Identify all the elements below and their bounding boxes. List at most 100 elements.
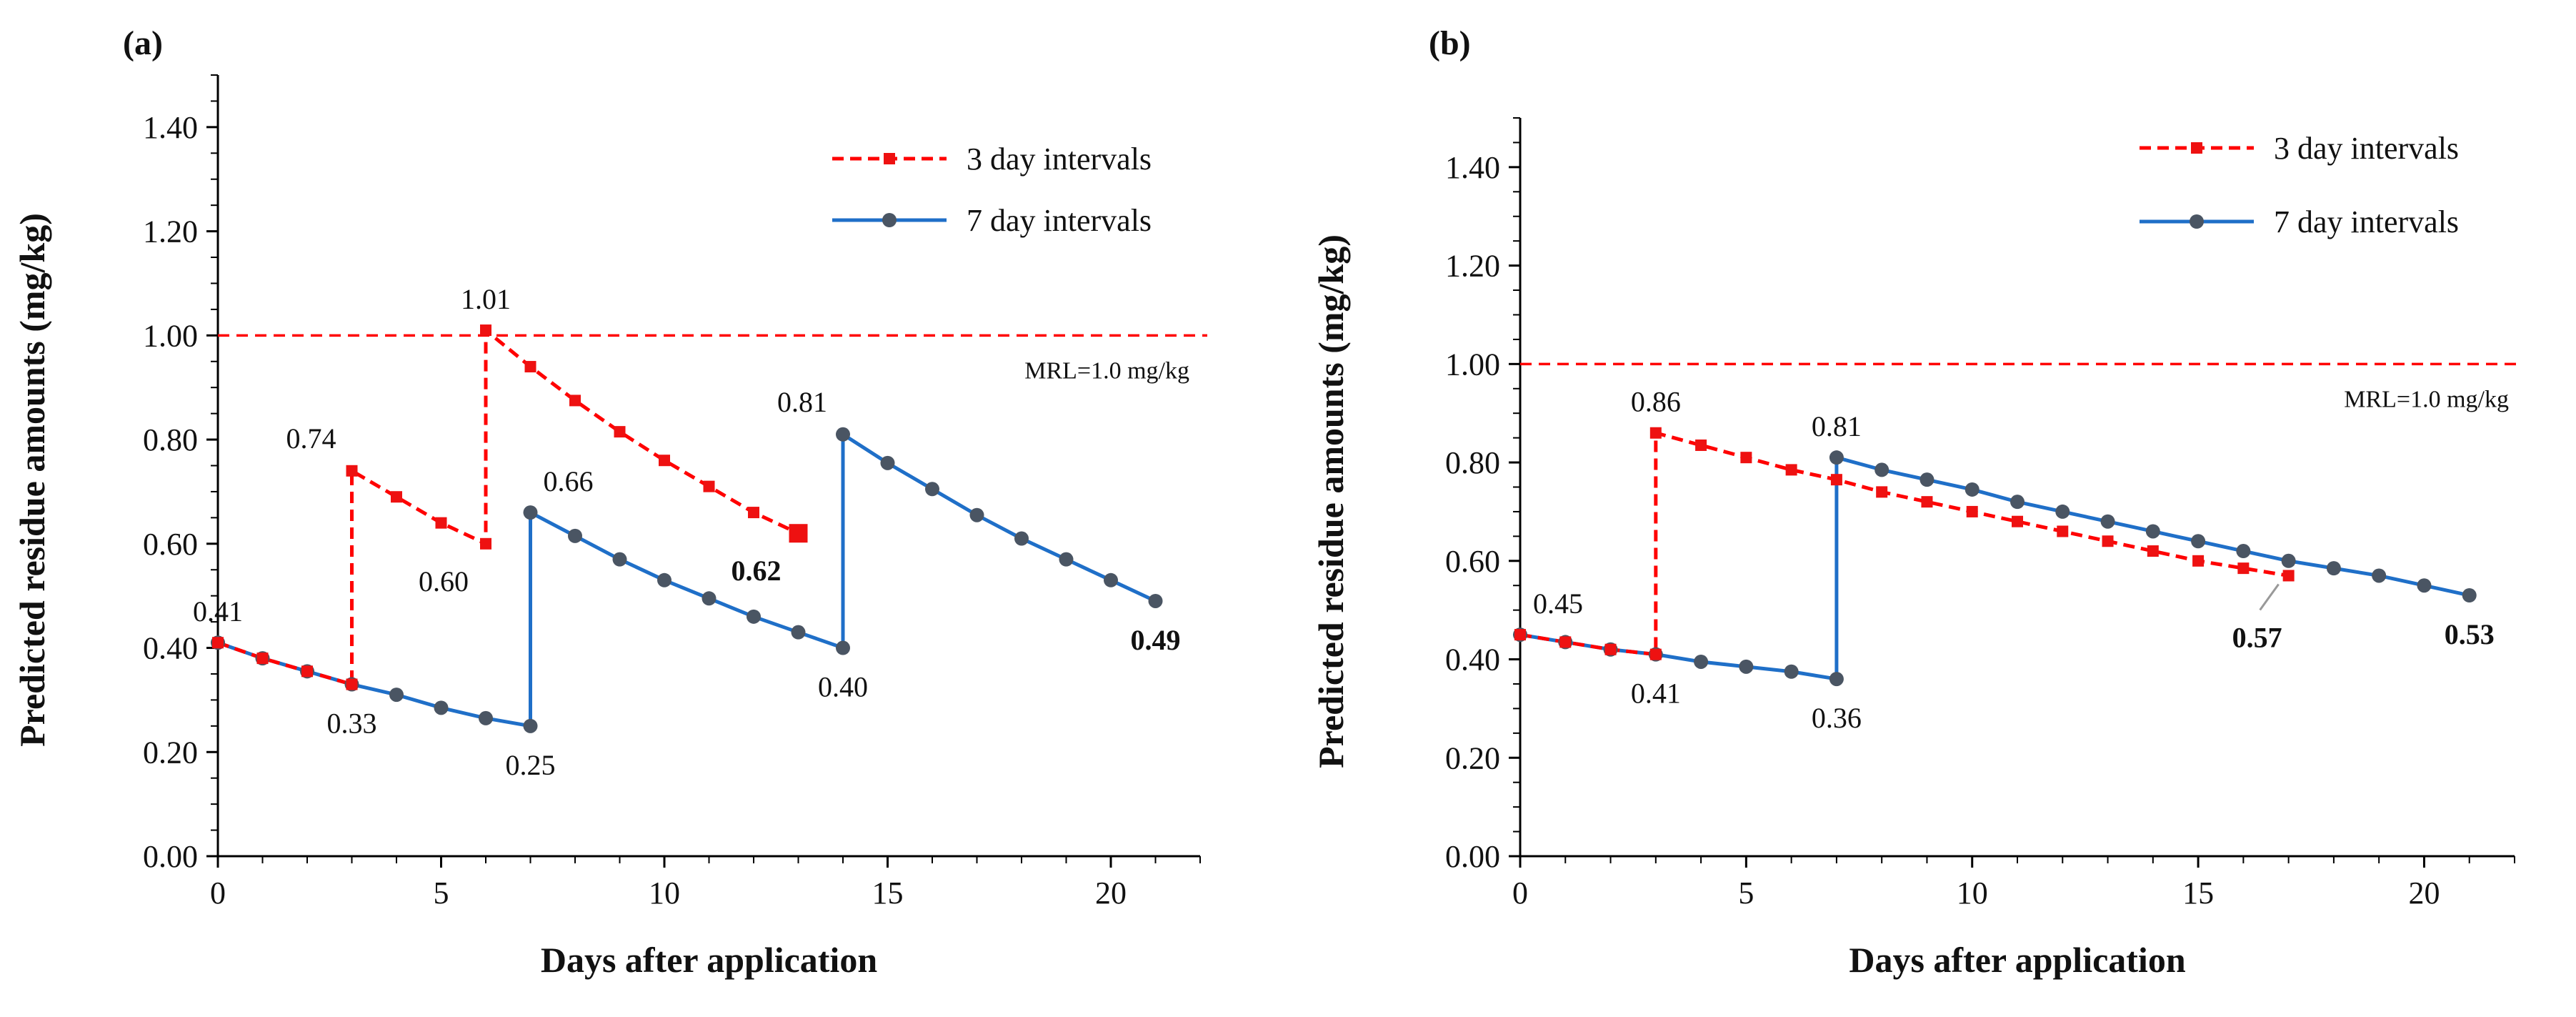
x-tick-label: 20: [2408, 875, 2440, 911]
panel-b: (b) 0 5 10 15 20 0.00 0.20 0.40 0.60 0.80 1.00 1.20…: [1311, 24, 2522, 980]
legend-swatch-marker: [884, 153, 895, 164]
legend-swatch-marker: [2190, 214, 2204, 229]
data-point-7-day: [1829, 672, 1844, 687]
y-tick-label: 1.20: [143, 214, 198, 249]
data-point-3-day: [614, 426, 626, 438]
data-point-3-day: [1740, 452, 1752, 464]
data-point-7-day: [1784, 664, 1799, 679]
legend-item-3-day: 3 day intervals: [2140, 131, 2459, 166]
x-tick-label: 0: [1512, 875, 1528, 911]
legend-item-3-day: 3 day intervals: [832, 142, 1152, 177]
panel-b-label: (b): [1429, 24, 1471, 62]
legend-label: 7 day intervals: [2274, 204, 2459, 239]
x-tick-label: 0: [210, 875, 226, 911]
data-point-7-day: [612, 552, 627, 567]
data-label: 0.81: [777, 386, 827, 418]
legend-label: 3 day intervals: [2274, 131, 2459, 166]
data-label: 0.86: [1631, 386, 1681, 418]
data-label: 0.60: [419, 565, 469, 597]
data-point-7-day: [1014, 531, 1029, 546]
data-point-3-day: [569, 395, 581, 407]
x-axis-title: Days after application: [541, 940, 877, 980]
data-point-3-day: [2147, 545, 2159, 557]
data-point-3-day: [1830, 474, 1842, 486]
data-point-3-day: [346, 678, 358, 690]
data-label: 0.33: [327, 708, 377, 740]
data-point-3-day: [1514, 629, 1526, 641]
legend-item-7-day: 7 day intervals: [2140, 204, 2459, 239]
data-point-7-day: [836, 427, 850, 442]
series-line-3-day: [1519, 431, 2290, 657]
data-point-3-day: [1649, 427, 1662, 439]
data-point-7-day: [2100, 514, 2115, 529]
data-label-leader: [2259, 583, 2280, 611]
data-label: 0.81: [1812, 410, 1862, 442]
data-point-7-day: [1919, 472, 1935, 487]
data-point-7-day: [2191, 534, 2206, 549]
data-label: 0.45: [1533, 587, 1583, 620]
data-point-7-day: [2055, 504, 2070, 519]
series-line-3-day: [217, 328, 799, 687]
data-point-3-day: [2012, 515, 2023, 527]
x-tick-label: 10: [1957, 875, 1988, 911]
y-axis-title: Predicted residue amounts (mg/kg): [12, 213, 52, 747]
legend-label: 3 day intervals: [967, 142, 1152, 177]
data-point-7-day: [2417, 578, 2432, 593]
data-point-7-day: [2145, 524, 2160, 539]
y-tick-label: 1.00: [1445, 347, 1500, 382]
x-tick-label: 20: [1095, 875, 1127, 911]
data-point-7-day: [479, 710, 493, 725]
data-point-7-day: [1965, 482, 1980, 497]
x-tick-label: 15: [2182, 875, 2214, 911]
data-point-7-day: [1104, 572, 1118, 587]
data-point-7-day: [969, 507, 984, 522]
data-label: 0.74: [286, 422, 336, 455]
data-point-7-day: [434, 700, 449, 715]
data-point-3-day: [1559, 636, 1572, 648]
data-point-7-day: [1148, 593, 1163, 608]
data-label: 0.66: [544, 465, 594, 497]
data-point-3-day: [1966, 505, 1978, 517]
y-tick-label: 0.60: [143, 527, 198, 562]
data-point-3-day: [1604, 643, 1617, 655]
data-point-3-day: [480, 537, 491, 550]
panel-a-label: (a): [123, 24, 163, 62]
data-point-7-day: [791, 625, 806, 640]
data-point-3-day: [256, 653, 269, 665]
y-axis-title: Predicted residue amounts (mg/kg): [1311, 234, 1351, 768]
x-tick-label: 15: [872, 875, 904, 911]
data-point-7-day: [925, 482, 939, 497]
data-point-7-day: [2010, 495, 2025, 510]
data-point-3-day: [301, 665, 313, 678]
y-tick-label: 0.20: [1445, 740, 1500, 775]
data-point-3-day: [524, 361, 536, 373]
data-label: 0.41: [193, 595, 243, 627]
data-point-7-day: [1059, 552, 1074, 567]
data-label: 0.57: [2232, 621, 2282, 653]
data-point-7-day: [702, 591, 717, 606]
data-point-3-day: [659, 455, 670, 467]
data-label: 0.40: [818, 671, 868, 703]
data-label: 0.25: [506, 749, 556, 781]
y-tick-label: 0.00: [1445, 839, 1500, 874]
data-point-7-day: [1874, 462, 1889, 477]
data-point-3-day: [212, 637, 224, 649]
data-label: 1.01: [461, 283, 511, 315]
y-tick-label: 0.40: [1445, 643, 1500, 678]
data-point-3-day: [2102, 535, 2114, 547]
y-tick-label: 0.00: [143, 839, 198, 874]
data-point-3-day: [1876, 486, 1888, 498]
data-point-3-day: [480, 324, 491, 337]
data-label: 0.36: [1812, 702, 1862, 734]
data-point-7-day: [2281, 553, 2296, 568]
data-point-7-day: [2372, 568, 2387, 583]
y-tick-label: 1.40: [143, 110, 198, 145]
data-point-7-day: [880, 455, 895, 470]
data-point-3-day: [1785, 464, 1797, 476]
x-axis-title: Days after application: [1849, 940, 2185, 980]
y-tick-label: 0.80: [143, 422, 198, 457]
data-point-7-day: [523, 718, 538, 733]
data-point-7-day: [568, 528, 582, 543]
data-point-3-day: [1649, 648, 1662, 660]
